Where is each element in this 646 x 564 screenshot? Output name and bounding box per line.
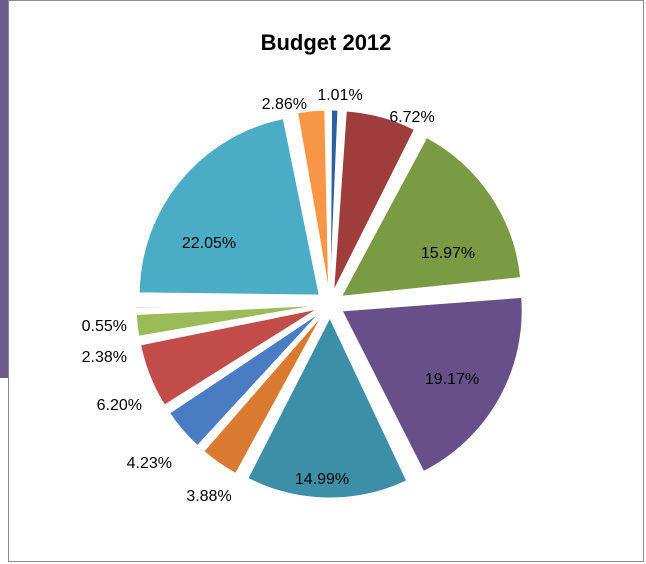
slice-label: 6.20%: [97, 397, 142, 414]
slice-label: 3.88%: [186, 488, 231, 505]
slice-label: 22.05%: [182, 235, 236, 252]
chart-title: Budget 2012: [260, 30, 392, 55]
slice-label: 0.55%: [82, 318, 127, 335]
pie-slice: [135, 303, 317, 309]
slice-label: 6.72%: [389, 109, 434, 126]
slice-label: 2.86%: [262, 96, 307, 113]
pie-slice: [203, 315, 323, 475]
side-strip: [0, 0, 8, 378]
pie-slice: [333, 110, 415, 291]
pie-slice: [341, 296, 523, 473]
slice-label: 19.17%: [425, 371, 479, 388]
slice-label: 1.01%: [317, 87, 362, 104]
pie-slice: [297, 109, 330, 291]
pie-slice: [135, 305, 317, 337]
pie-slice: [329, 109, 339, 291]
pie-slice: [340, 136, 522, 297]
slice-label: 14.99%: [295, 471, 349, 488]
slice-label: 15.97%: [421, 245, 475, 262]
slice-label: 4.23%: [127, 455, 172, 472]
slice-label: 2.38%: [82, 349, 127, 366]
pie-slice: [169, 312, 320, 447]
pie-slice: [138, 118, 320, 296]
pie-slice: [139, 308, 318, 406]
pie-slice: [247, 316, 408, 499]
